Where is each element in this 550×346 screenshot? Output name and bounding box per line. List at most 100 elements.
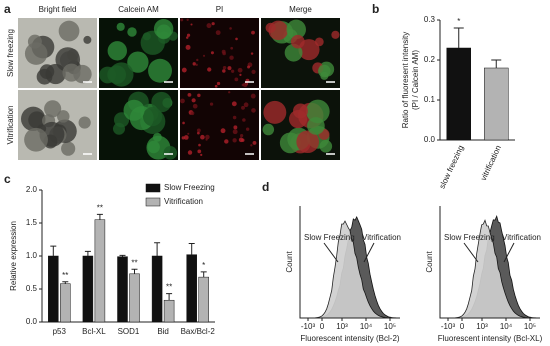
x-tick-label: Bcl-XL <box>82 327 106 336</box>
cell <box>229 27 232 30</box>
micrograph <box>261 90 340 160</box>
panel-label: c <box>4 172 11 186</box>
cell <box>186 18 189 21</box>
error-bar <box>96 213 103 220</box>
x-tick-label: 10⁴ <box>500 322 513 331</box>
y-tick-label: 0.0 <box>26 317 38 326</box>
cell <box>263 100 287 124</box>
bar <box>484 67 509 141</box>
cell <box>180 18 184 22</box>
cell <box>241 105 245 110</box>
y-axis-label: Count <box>425 251 434 273</box>
x-tick-label: 10⁴ <box>360 322 373 331</box>
significance: ** <box>62 271 68 280</box>
bar <box>151 255 163 323</box>
x-axis-label: Fluorescent intensity (Bcl-XL) <box>438 334 543 343</box>
cell <box>205 134 210 140</box>
cell <box>230 46 234 50</box>
cell <box>209 102 214 106</box>
pointer <box>463 242 479 263</box>
cell <box>163 146 178 160</box>
x-tick-label: 0 <box>460 322 465 331</box>
bar <box>48 255 59 323</box>
significance: ** <box>166 283 172 292</box>
cell <box>44 100 62 118</box>
cell <box>190 23 193 26</box>
cell <box>116 22 125 31</box>
micrograph <box>180 90 259 160</box>
cell <box>314 37 324 47</box>
x-tick-label: -10³ <box>301 322 316 331</box>
cell <box>231 101 237 107</box>
cell <box>240 134 244 138</box>
cell <box>252 140 257 145</box>
y-tick-label: 1.0 <box>26 251 38 260</box>
cell <box>187 150 193 155</box>
cell <box>231 69 235 73</box>
cell <box>220 128 226 134</box>
error-bar <box>491 59 502 68</box>
cell <box>192 62 196 66</box>
micrograph <box>18 90 97 160</box>
cell <box>233 125 238 130</box>
cell <box>187 93 192 97</box>
cell <box>182 121 185 125</box>
column-label: Merge <box>289 5 312 14</box>
cell <box>127 27 137 37</box>
cell <box>83 35 92 44</box>
significance: * <box>202 261 205 270</box>
cell <box>190 111 195 116</box>
error-bar <box>62 281 69 284</box>
cell <box>195 63 198 67</box>
annotation: Vitrification <box>502 233 541 242</box>
cell <box>58 20 80 42</box>
cell <box>187 132 190 135</box>
cell <box>235 37 238 41</box>
pointer <box>363 242 375 263</box>
y-tick-label: 0.0 <box>424 135 436 144</box>
cell <box>78 116 91 129</box>
cell <box>197 149 202 154</box>
cell <box>183 135 189 140</box>
cell <box>153 19 174 39</box>
cell <box>251 108 256 113</box>
y-tick-label: 2.0 <box>26 185 38 194</box>
cell <box>232 115 237 120</box>
x-tick-label: 0 <box>320 322 325 331</box>
annotation: Slow Freezing <box>304 233 355 242</box>
cell <box>192 103 198 109</box>
cell <box>191 98 196 103</box>
cell <box>243 102 249 108</box>
x-tick-label: Bid <box>157 327 169 336</box>
error-bar <box>50 245 57 256</box>
cell <box>185 36 189 39</box>
micrograph <box>180 18 259 88</box>
cell <box>127 51 149 73</box>
bar <box>117 256 128 323</box>
bar <box>82 255 94 323</box>
y-tick-label: 0.5 <box>26 284 38 293</box>
cell <box>224 139 229 144</box>
legend-label: Slow Freezing <box>164 183 215 192</box>
cell <box>227 66 232 71</box>
cell <box>62 63 81 82</box>
legend-swatch <box>145 197 161 207</box>
column-label: Calcein AM <box>118 5 159 14</box>
cell <box>207 67 212 72</box>
cell <box>200 153 203 156</box>
cell <box>215 30 221 36</box>
bar <box>446 47 471 141</box>
cell <box>180 98 185 104</box>
legend-swatch <box>145 183 161 193</box>
cell <box>232 138 237 143</box>
cell <box>24 127 48 152</box>
cell <box>290 34 305 49</box>
bar <box>198 276 209 323</box>
x-axis-label: Fluorescent intensity (Bcl-2) <box>300 334 399 343</box>
x-tick-label: 10⁵ <box>524 322 536 331</box>
cell <box>214 84 218 88</box>
x-tick-label: -10³ <box>441 322 456 331</box>
cell <box>142 107 163 127</box>
cell <box>181 67 187 73</box>
cell <box>197 93 201 98</box>
